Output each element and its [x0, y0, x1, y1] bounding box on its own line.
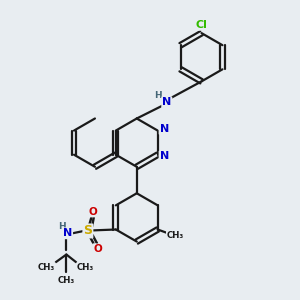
Text: CH₃: CH₃ — [167, 232, 184, 241]
Text: CH₃: CH₃ — [77, 263, 94, 272]
Text: O: O — [89, 206, 98, 217]
Text: N: N — [160, 124, 169, 134]
Text: S: S — [83, 224, 92, 238]
Text: CH₃: CH₃ — [58, 276, 75, 285]
Text: N: N — [63, 228, 72, 238]
Text: N: N — [160, 152, 169, 161]
Text: N: N — [162, 97, 171, 107]
Text: H: H — [154, 91, 162, 100]
Text: O: O — [93, 244, 102, 254]
Text: H: H — [58, 222, 65, 231]
Text: Cl: Cl — [196, 20, 208, 30]
Text: CH₃: CH₃ — [38, 263, 55, 272]
